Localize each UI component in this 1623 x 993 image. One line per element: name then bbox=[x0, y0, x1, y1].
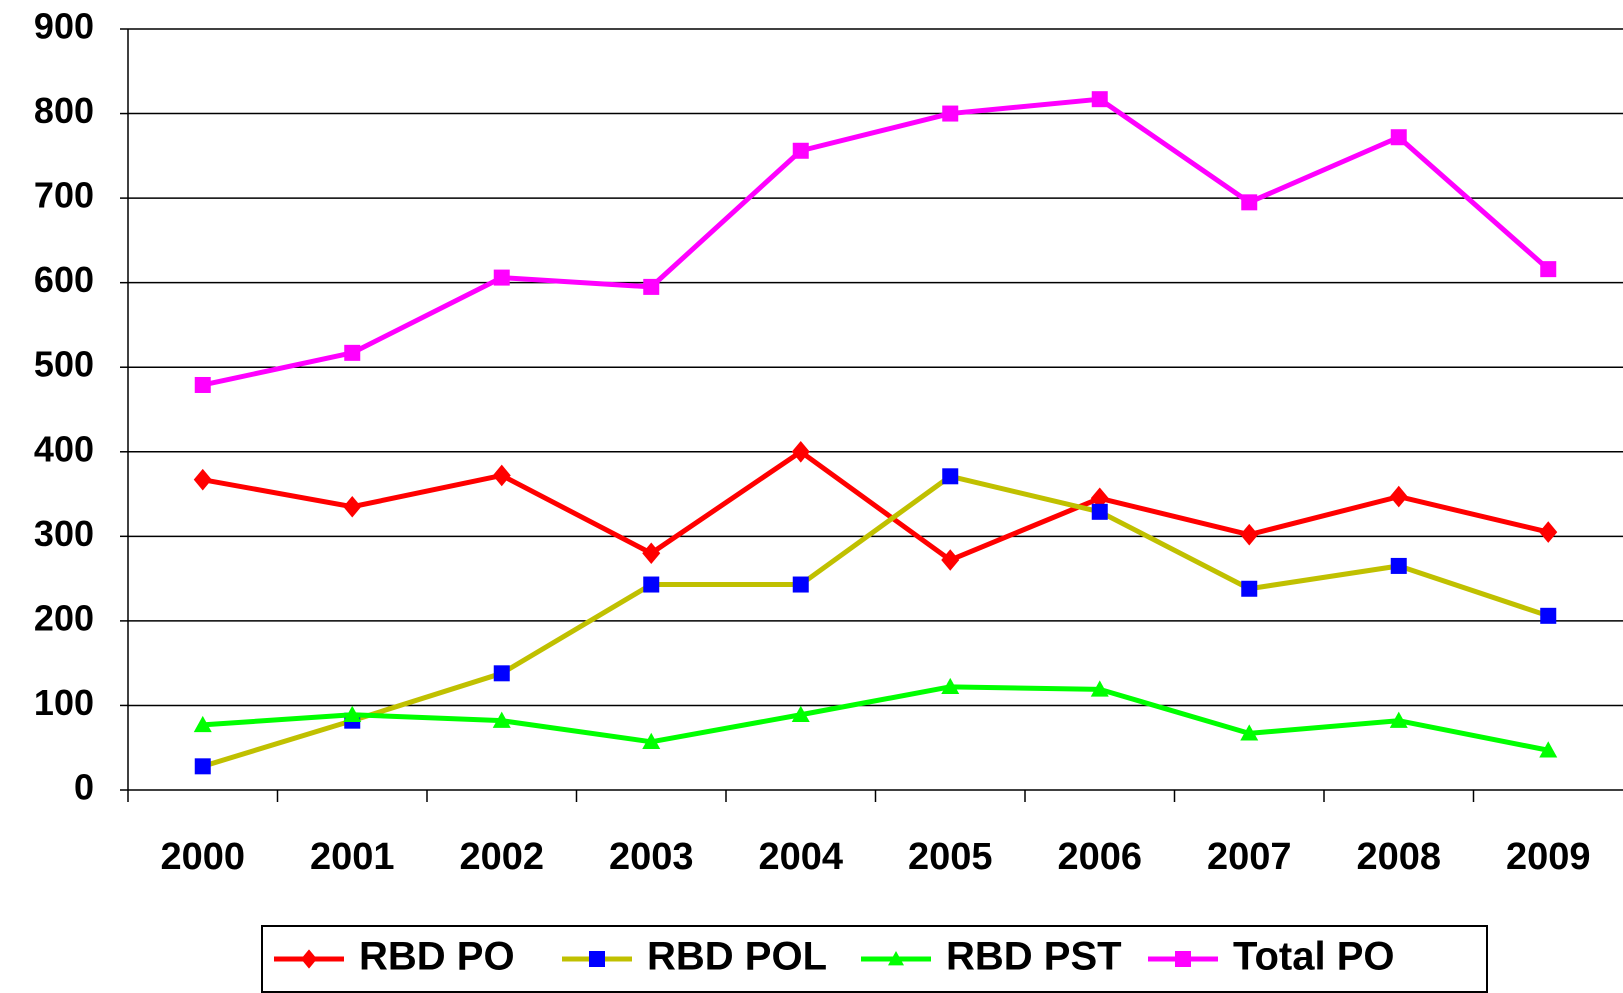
marker bbox=[493, 269, 510, 286]
marker bbox=[792, 576, 809, 593]
marker bbox=[1389, 711, 1408, 728]
marker bbox=[194, 376, 211, 393]
marker bbox=[493, 665, 510, 682]
marker bbox=[194, 758, 211, 775]
y-tick-label: 800 bbox=[34, 90, 94, 131]
marker bbox=[941, 549, 960, 571]
marker bbox=[1390, 557, 1407, 574]
marker bbox=[1090, 487, 1109, 510]
marker bbox=[1240, 724, 1259, 741]
marker bbox=[492, 464, 511, 487]
y-tick-label: 600 bbox=[34, 259, 94, 300]
marker bbox=[1539, 741, 1558, 758]
series-line bbox=[202, 449, 1549, 563]
series-line bbox=[202, 684, 1549, 753]
marker bbox=[1241, 194, 1258, 211]
marker bbox=[941, 677, 960, 695]
y-tick-label: 0 bbox=[74, 767, 94, 808]
marker bbox=[643, 576, 660, 593]
y-tick-label: 100 bbox=[34, 682, 94, 723]
series-line bbox=[202, 473, 1550, 769]
marker bbox=[1540, 261, 1557, 278]
marker bbox=[1091, 91, 1108, 108]
series-line bbox=[202, 96, 1550, 388]
x-tick-label: 2009 bbox=[1506, 836, 1591, 878]
x-tick-label: 2003 bbox=[609, 836, 694, 878]
marker bbox=[589, 951, 605, 967]
legend-label: RBD PST bbox=[946, 935, 1122, 979]
marker bbox=[492, 711, 511, 728]
marker bbox=[1175, 951, 1191, 967]
legend-label: RBD POL bbox=[647, 935, 827, 979]
x-tick-label: 2004 bbox=[758, 836, 843, 878]
x-tick-label: 2001 bbox=[310, 836, 395, 878]
marker bbox=[1091, 503, 1108, 520]
x-tick-label: 2008 bbox=[1356, 836, 1441, 878]
marker bbox=[791, 440, 810, 463]
marker bbox=[193, 715, 212, 733]
marker bbox=[1540, 607, 1557, 624]
x-tick-label: 2002 bbox=[459, 836, 544, 878]
marker bbox=[301, 949, 317, 969]
y-tick-label: 500 bbox=[34, 344, 94, 385]
marker bbox=[193, 468, 212, 491]
marker bbox=[942, 468, 959, 485]
marker bbox=[642, 732, 661, 750]
marker bbox=[1241, 580, 1258, 597]
marker bbox=[1389, 485, 1408, 508]
x-tick-label: 2007 bbox=[1207, 836, 1292, 878]
y-tick-label: 700 bbox=[34, 175, 94, 216]
y-tick-label: 300 bbox=[34, 513, 94, 554]
y-tick-label: 200 bbox=[34, 597, 94, 638]
marker bbox=[791, 705, 810, 722]
marker bbox=[1539, 521, 1558, 543]
x-tick-label: 2006 bbox=[1057, 836, 1142, 878]
marker bbox=[792, 142, 809, 159]
marker bbox=[1390, 129, 1407, 146]
legend-label: Total PO bbox=[1233, 935, 1394, 979]
marker bbox=[643, 278, 660, 295]
y-tick-label: 900 bbox=[34, 6, 94, 47]
marker bbox=[642, 542, 661, 565]
x-tick-label: 2005 bbox=[908, 836, 993, 878]
marker bbox=[343, 705, 362, 722]
x-tick-label: 2000 bbox=[160, 836, 245, 878]
marker bbox=[942, 105, 959, 122]
marker bbox=[343, 495, 362, 518]
marker bbox=[1240, 523, 1259, 546]
marker bbox=[888, 951, 904, 966]
marker bbox=[344, 344, 361, 361]
marker bbox=[1090, 680, 1109, 697]
y-tick-label: 400 bbox=[34, 428, 94, 469]
legend-label: RBD PO bbox=[359, 935, 515, 979]
